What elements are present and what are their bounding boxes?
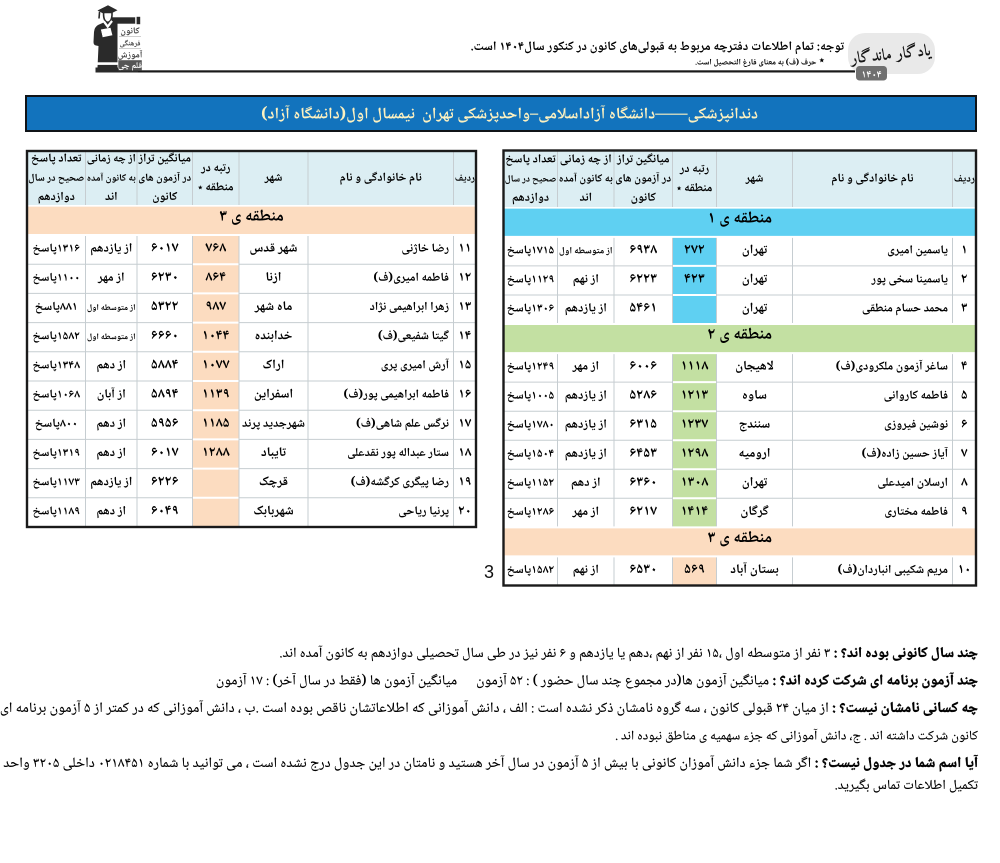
svg-text:3: 3: [484, 562, 494, 582]
